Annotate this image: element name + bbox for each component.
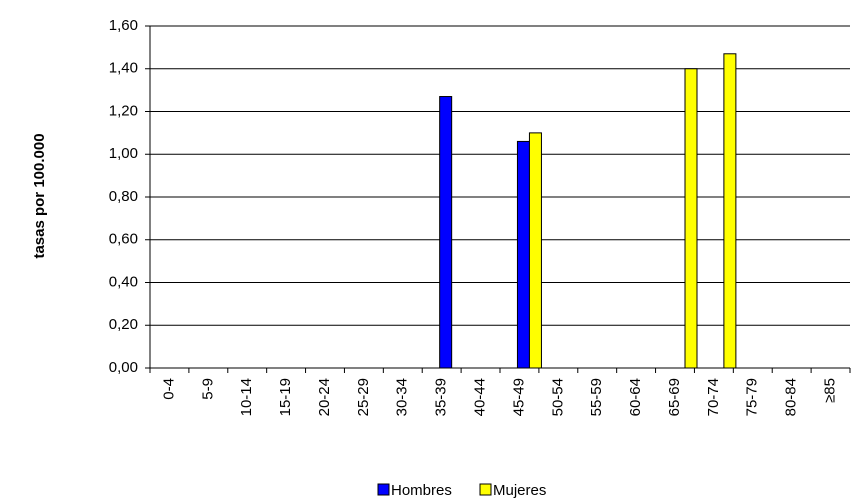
x-tick-label: 5-9	[199, 378, 216, 400]
x-tick-label: 15-19	[277, 378, 294, 416]
x-tick-label: 70-74	[705, 378, 722, 416]
y-axis-label: tasas por 100.000	[31, 133, 48, 258]
x-tick-label: 30-34	[394, 378, 411, 416]
legend-label: Hombres	[391, 482, 452, 499]
y-tick-label: 1,20	[109, 102, 138, 119]
x-tick-label: 35-39	[433, 378, 450, 416]
legend-label: Mujeres	[493, 482, 546, 499]
x-tick-label: 0-4	[160, 378, 177, 400]
x-tick-label: ≥85	[822, 378, 839, 403]
y-tick-label: 0,20	[109, 316, 138, 333]
bar	[516, 140, 530, 369]
bar	[723, 53, 737, 369]
y-tick-label: 0,00	[109, 359, 138, 376]
y-tick-label: 1,60	[109, 17, 138, 34]
x-tick-label: 40-44	[472, 378, 489, 416]
y-tick-label: 0,40	[109, 273, 138, 290]
bar	[439, 96, 453, 369]
bar	[684, 68, 698, 369]
x-tick-label: 45-49	[510, 378, 527, 416]
x-tick-label: 20-24	[316, 378, 333, 416]
legend-swatch	[377, 483, 390, 496]
x-tick-label: 65-69	[666, 378, 683, 416]
x-tick-label: 25-29	[355, 378, 372, 416]
x-tick-label: 60-64	[627, 378, 644, 416]
y-tick-label: 1,00	[109, 145, 138, 162]
x-tick-label: 75-79	[744, 378, 761, 416]
x-tick-label: 80-84	[783, 378, 800, 416]
legend-swatch	[479, 483, 492, 496]
x-tick-label: 50-54	[549, 378, 566, 416]
x-tick-label: 10-14	[238, 378, 255, 416]
x-tick-label: 55-59	[588, 378, 605, 416]
y-tick-label: 1,40	[109, 60, 138, 77]
y-tick-label: 0,60	[109, 231, 138, 248]
bar	[528, 132, 542, 369]
y-tick-label: 0,80	[109, 188, 138, 205]
